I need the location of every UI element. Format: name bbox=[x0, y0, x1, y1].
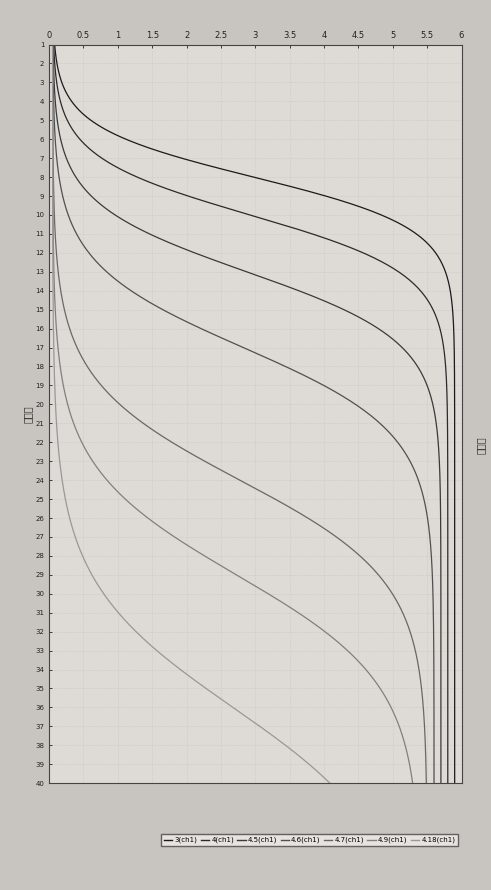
4.7(ch1) bbox=[52, 229, 58, 239]
4(ch1) bbox=[130, 170, 136, 181]
4.6(ch1) bbox=[430, 595, 436, 606]
4.18(ch1) bbox=[106, 595, 111, 606]
4.7(ch1) bbox=[394, 595, 400, 606]
4(ch1) bbox=[51, 39, 56, 50]
4.5(ch1) bbox=[72, 170, 78, 181]
4.9(ch1) bbox=[173, 532, 179, 543]
4.6(ch1) bbox=[308, 374, 314, 384]
4.5(ch1) bbox=[438, 778, 444, 789]
3(ch1) bbox=[52, 39, 57, 50]
4.18(ch1) bbox=[73, 532, 79, 543]
4.7(ch1) bbox=[93, 374, 99, 384]
4.7(ch1) bbox=[51, 170, 56, 181]
Line: 4.6(ch1): 4.6(ch1) bbox=[53, 44, 434, 783]
4.9(ch1) bbox=[50, 39, 55, 50]
4.9(ch1) bbox=[276, 595, 282, 606]
4(ch1) bbox=[311, 229, 317, 239]
Y-axis label: 循环数: 循环数 bbox=[23, 405, 32, 423]
4.7(ch1) bbox=[236, 474, 242, 485]
Line: 4.18(ch1): 4.18(ch1) bbox=[53, 44, 330, 783]
4.5(ch1) bbox=[148, 229, 154, 239]
3(ch1) bbox=[452, 374, 458, 384]
Line: 4(ch1): 4(ch1) bbox=[54, 44, 448, 783]
Line: 3(ch1): 3(ch1) bbox=[55, 44, 455, 783]
4.18(ch1) bbox=[50, 229, 55, 239]
4.7(ch1) bbox=[334, 532, 340, 543]
3(ch1) bbox=[452, 595, 458, 606]
4.6(ch1) bbox=[56, 170, 62, 181]
4.9(ch1) bbox=[50, 170, 55, 181]
4.6(ch1) bbox=[427, 532, 433, 543]
4.7(ch1) bbox=[50, 39, 55, 50]
Line: 4.9(ch1): 4.9(ch1) bbox=[53, 44, 412, 783]
4.5(ch1) bbox=[437, 474, 443, 485]
4.18(ch1) bbox=[59, 474, 65, 485]
3(ch1) bbox=[452, 778, 458, 789]
4.5(ch1) bbox=[421, 374, 427, 384]
4(ch1) bbox=[445, 595, 451, 606]
Legend: 3(ch1), 4(ch1), 4.5(ch1), 4.6(ch1), 4.7(ch1), 4.9(ch1), 4.18(ch1): 3(ch1), 4(ch1), 4.5(ch1), 4.6(ch1), 4.7(… bbox=[161, 834, 458, 846]
4.5(ch1) bbox=[50, 39, 56, 50]
3(ch1) bbox=[243, 170, 249, 181]
4.18(ch1) bbox=[327, 778, 333, 789]
3(ch1) bbox=[452, 474, 458, 485]
Text: 荧光值: 荧光值 bbox=[476, 436, 486, 454]
4.5(ch1) bbox=[438, 532, 444, 543]
4(ch1) bbox=[445, 778, 451, 789]
4.9(ch1) bbox=[50, 229, 56, 239]
3(ch1) bbox=[414, 229, 420, 239]
4.6(ch1) bbox=[431, 778, 437, 789]
4.7(ch1) bbox=[423, 778, 429, 789]
4.6(ch1) bbox=[415, 474, 421, 485]
3(ch1) bbox=[452, 532, 458, 543]
4.18(ch1) bbox=[52, 374, 57, 384]
4.18(ch1) bbox=[50, 170, 55, 181]
4(ch1) bbox=[443, 374, 449, 384]
4.9(ch1) bbox=[409, 778, 415, 789]
4.6(ch1) bbox=[74, 229, 80, 239]
4(ch1) bbox=[445, 532, 451, 543]
Line: 4.7(ch1): 4.7(ch1) bbox=[53, 44, 426, 783]
4(ch1) bbox=[445, 474, 451, 485]
4.6(ch1) bbox=[50, 39, 56, 50]
4.9(ch1) bbox=[59, 374, 65, 384]
4.9(ch1) bbox=[104, 474, 109, 485]
4.5(ch1) bbox=[438, 595, 444, 606]
Line: 4.5(ch1): 4.5(ch1) bbox=[53, 44, 441, 783]
4.18(ch1) bbox=[50, 39, 55, 50]
